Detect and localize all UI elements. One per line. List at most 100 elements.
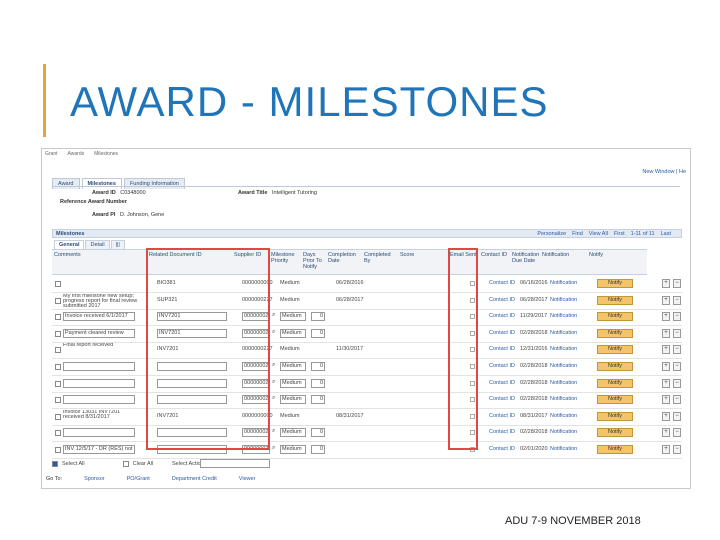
email-sent-checkbox[interactable] [470,330,475,336]
notification-link[interactable]: Notification [550,446,578,452]
notify-button[interactable]: Notify [597,345,633,355]
notify-button[interactable]: Notify [597,279,633,288]
contact-id-link[interactable]: Contact ID [489,446,515,452]
add-row-button[interactable]: + [662,345,670,355]
email-sent-checkbox[interactable] [470,447,475,452]
goto-viewer-link[interactable]: Viewer [238,476,256,482]
delete-row-button[interactable]: − [673,445,681,454]
supplier-id-input[interactable]: 0000000227 [242,378,270,388]
notify-button[interactable]: Notify [597,428,633,438]
lookup-icon[interactable]: ⌕ [272,428,276,435]
delete-row-button[interactable]: − [673,362,681,371]
priority-select[interactable]: Medium [280,445,306,454]
breadcrumb-item[interactable]: Milestones [94,151,119,157]
row-select-checkbox[interactable] [55,447,61,453]
add-row-button[interactable]: + [662,279,670,288]
column-header[interactable]: Completion Date [326,249,362,275]
notify-button[interactable]: Notify [597,411,633,421]
email-sent-checkbox[interactable] [470,297,475,303]
delete-row-button[interactable]: − [673,328,681,338]
lookup-icon[interactable]: ⌕ [272,378,276,385]
email-sent-checkbox[interactable] [470,281,475,286]
column-header[interactable]: Notification Due Date [510,249,540,275]
breadcrumb-item[interactable]: Grant [45,151,58,157]
priority-select[interactable]: Medium [280,428,306,438]
column-header[interactable]: Days Prior To Notify [301,249,326,275]
comment-input[interactable] [63,428,135,438]
delete-row-button[interactable]: − [673,312,681,322]
row-select-checkbox[interactable] [55,347,61,354]
column-header[interactable]: Related Document ID [147,249,232,275]
supplier-id-input[interactable]: 0000000227 [242,362,270,371]
contact-id-link[interactable]: Contact ID [489,379,515,386]
contact-id-link[interactable]: Contact ID [489,313,515,320]
row-select-checkbox[interactable] [55,330,61,337]
email-sent-checkbox[interactable] [470,430,475,436]
days-prior-input[interactable]: 0 [311,378,325,388]
days-prior-input[interactable]: 0 [311,428,325,438]
row-select-checkbox[interactable] [55,380,61,387]
notification-link[interactable]: Notification [550,313,578,320]
notification-link[interactable]: Notification [550,296,578,303]
column-header[interactable]: Comments [52,249,147,275]
related-document-input[interactable] [157,445,227,454]
supplier-id-input[interactable]: 0000000227 [242,395,270,405]
notification-link[interactable]: Notification [550,429,578,436]
add-row-button[interactable]: + [662,312,670,322]
related-document-input[interactable] [157,395,227,405]
row-select-checkbox[interactable] [55,430,61,437]
notification-link[interactable]: Notification [550,379,578,386]
days-prior-input[interactable]: 0 [311,445,325,454]
delete-row-button[interactable]: − [673,295,681,305]
delete-row-button[interactable]: − [673,345,681,355]
breadcrumb-item[interactable]: Awards [67,151,85,157]
days-prior-input[interactable]: 0 [311,312,325,322]
tab-award[interactable]: Award [52,178,80,189]
add-row-button[interactable]: + [662,295,670,305]
delete-row-button[interactable]: − [673,428,681,438]
select-action-dropdown[interactable] [200,459,270,468]
lookup-icon[interactable]: ⌕ [272,445,276,451]
new-window-link[interactable]: New Window | He [642,169,686,175]
comment-input[interactable]: INV 12/5/17 - DR (RES) not obtained [63,445,135,454]
row-select-checkbox[interactable] [55,314,61,321]
notification-link[interactable]: Notification [550,396,578,403]
lookup-icon[interactable]: ⌕ [272,362,276,368]
days-prior-input[interactable]: 0 [311,395,325,405]
lookup-icon[interactable]: ⌕ [272,312,276,319]
row-select-checkbox[interactable] [55,397,61,404]
delete-row-button[interactable]: − [673,395,681,405]
email-sent-checkbox[interactable] [470,314,475,320]
notify-button[interactable]: Notify [597,395,633,405]
column-header[interactable]: Notify [587,249,647,275]
add-row-button[interactable]: + [662,428,670,438]
select-all-label[interactable]: Select All [62,461,85,467]
notify-button[interactable]: Notify [597,312,633,322]
notify-button[interactable]: Notify [597,445,633,454]
comment-input[interactable] [63,395,135,405]
add-row-button[interactable]: + [662,328,670,338]
delete-row-button[interactable]: − [673,279,681,288]
email-sent-checkbox[interactable] [470,380,475,386]
column-header[interactable]: Email Sent [448,249,479,275]
priority-select[interactable]: Medium [280,312,306,322]
column-header[interactable]: Milestone Priority [269,249,301,275]
notification-link[interactable]: Notification [550,329,578,336]
priority-select[interactable]: Medium [280,395,306,405]
notify-button[interactable]: Notify [597,295,633,305]
comment-input[interactable]: Payment cleared review request [63,328,135,338]
column-header[interactable]: Contact ID [479,249,510,275]
days-prior-input[interactable]: 0 [311,328,325,338]
add-row-button[interactable]: + [662,362,670,371]
goto-po-grant-link[interactable]: PO/Grant [126,476,150,482]
notification-link[interactable]: Notification [550,363,578,369]
priority-select[interactable]: Medium [280,362,306,371]
row-select-checkbox[interactable] [55,413,61,420]
notify-button[interactable]: Notify [597,328,633,338]
email-sent-checkbox[interactable] [470,347,475,353]
contact-id-link[interactable]: Contact ID [489,412,515,419]
comment-input[interactable] [63,362,135,371]
contact-id-link[interactable]: Contact ID [489,429,515,436]
related-document-input[interactable]: INV7201 [157,328,227,338]
first-link[interactable]: First [613,231,625,237]
